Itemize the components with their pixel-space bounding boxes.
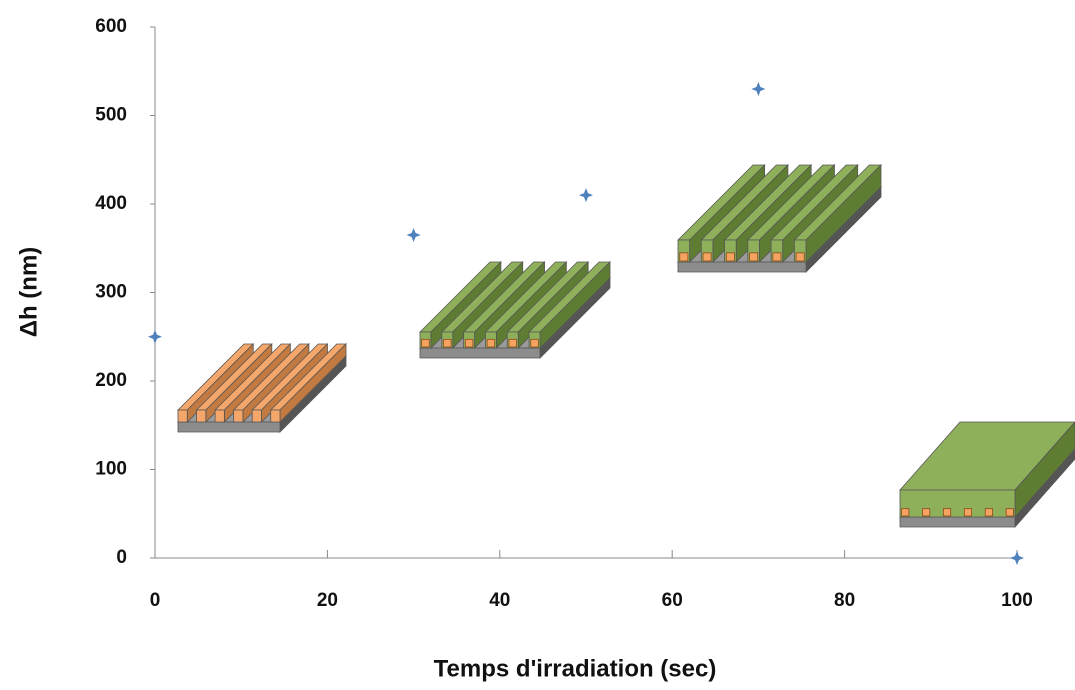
core <box>922 508 931 517</box>
y-tick-label: 500 <box>95 105 127 126</box>
x-tick-label: 80 <box>834 590 855 611</box>
base-front <box>419 347 541 359</box>
ridge-front <box>233 409 244 423</box>
data-point <box>406 227 421 242</box>
core <box>795 252 805 262</box>
core <box>901 508 910 517</box>
core <box>702 252 712 262</box>
y-axis-title: Δh (nm) <box>15 247 42 338</box>
x-tick-label: 20 <box>317 590 338 611</box>
x-axis-title: Temps d'irradiation (sec) <box>434 655 717 682</box>
core <box>443 338 452 348</box>
core <box>1005 508 1014 517</box>
core <box>749 252 759 262</box>
data-point <box>579 188 593 203</box>
core <box>984 508 993 517</box>
y-tick-label: 400 <box>95 193 127 214</box>
y-tick-label: 200 <box>95 370 127 391</box>
y-tick-label: 0 <box>116 547 127 568</box>
core <box>421 338 430 348</box>
core <box>772 252 782 262</box>
ridge-front <box>270 409 281 423</box>
core <box>530 338 539 348</box>
y-tick-label: 100 <box>95 459 127 480</box>
data-point <box>148 329 162 344</box>
x-tick-label: 40 <box>489 590 510 611</box>
x-tick-label: 60 <box>662 590 683 611</box>
core <box>508 338 517 348</box>
core <box>486 338 496 348</box>
illustrations <box>177 164 1075 529</box>
core <box>464 338 474 348</box>
ridge-front <box>177 409 188 423</box>
base-front <box>177 421 281 433</box>
data-point <box>1010 551 1024 565</box>
ridge-front <box>899 489 1016 518</box>
x-tick-label: 100 <box>1001 590 1033 611</box>
core <box>942 508 952 517</box>
y-tick-label: 600 <box>95 16 127 37</box>
core <box>963 508 973 517</box>
data-point <box>751 81 766 96</box>
ridge-front <box>196 409 207 423</box>
ridge-front <box>251 409 262 423</box>
base-front <box>899 516 1016 528</box>
core <box>679 252 689 262</box>
base-front <box>677 261 807 273</box>
y-tick-label: 300 <box>95 282 127 303</box>
core <box>725 252 735 262</box>
x-tick-label: 0 <box>150 590 161 611</box>
ridge-front <box>214 409 225 423</box>
